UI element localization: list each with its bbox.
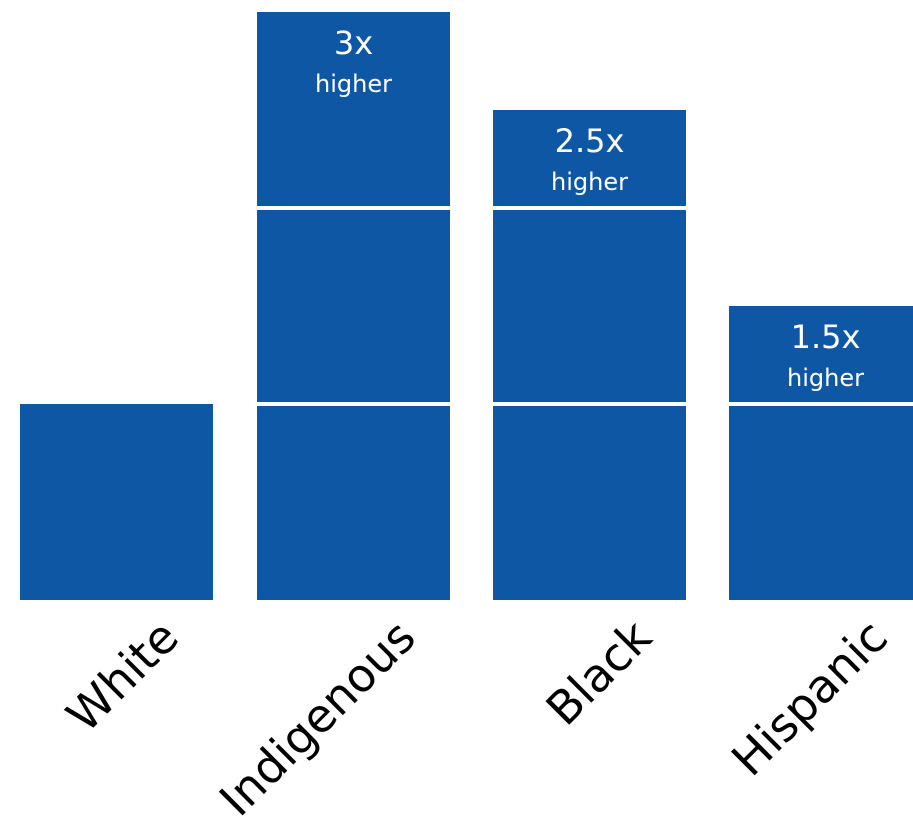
value-label-hispanic-multiplier: 1.5x: [791, 318, 861, 356]
bar-white-block-1: [20, 404, 213, 600]
bar-indigenous-block-3: [257, 12, 450, 206]
category-label-black: Black: [536, 609, 662, 735]
bar-black-block-1: [493, 406, 686, 600]
value-labels-group: 3x higher 2.5x higher 1.5x higher: [315, 24, 864, 392]
bar-hispanic-block-1: [729, 406, 913, 600]
category-label-indigenous: Indigenous: [209, 610, 426, 823]
bar-black-block-3: [493, 110, 686, 206]
bar-black-block-2: [493, 210, 686, 402]
value-label-hispanic-suffix: higher: [787, 364, 864, 392]
bars-group: [20, 12, 913, 600]
value-label-black-suffix: higher: [551, 168, 628, 196]
bar-hispanic-block-2: [729, 306, 913, 402]
category-label-white: White: [56, 610, 189, 743]
value-label-indigenous-suffix: higher: [315, 70, 392, 98]
value-label-black-multiplier: 2.5x: [555, 122, 625, 160]
value-label-indigenous-multiplier: 3x: [334, 24, 373, 62]
category-labels-group: White Indigenous Black Hispanic: [56, 609, 898, 823]
category-label-hispanic: Hispanic: [721, 610, 898, 787]
bar-indigenous-block-2: [257, 210, 450, 402]
bar-indigenous-block-1: [257, 406, 450, 600]
